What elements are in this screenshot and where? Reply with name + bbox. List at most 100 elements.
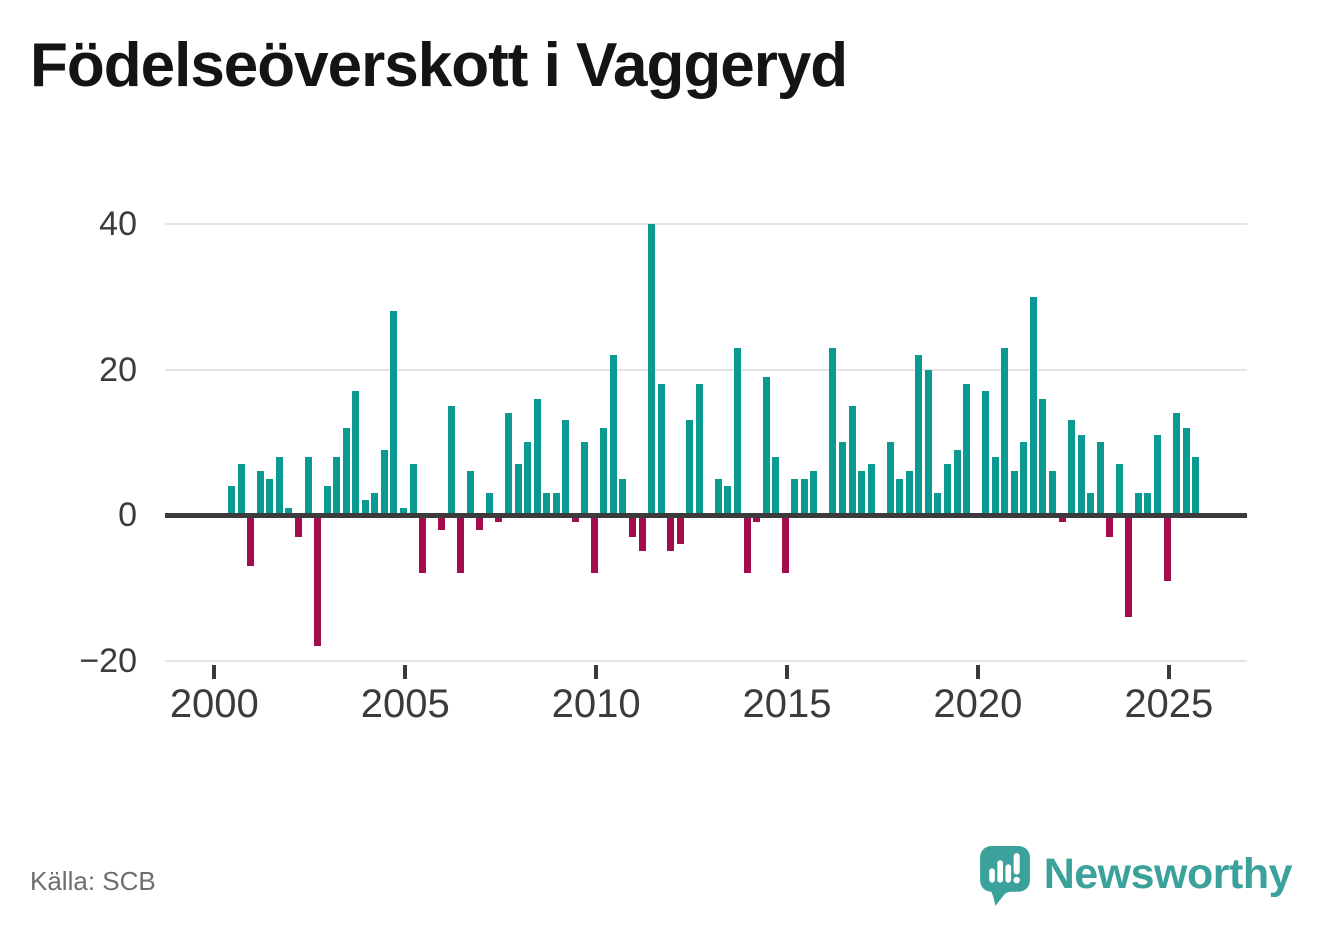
gridline-y40 — [165, 223, 1247, 225]
bar-2016-Q3 — [848, 405, 856, 515]
bar-2007-Q4 — [514, 464, 522, 515]
newsworthy-logo-icon — [979, 846, 1030, 906]
source-label: Källa: SCB — [30, 866, 156, 896]
bar-2002-Q3 — [314, 515, 321, 646]
bar-2010-Q3 — [619, 478, 627, 515]
bar-2005-Q2 — [419, 515, 426, 574]
bar-2016-Q4 — [858, 471, 866, 516]
bar-2006-Q4 — [476, 515, 484, 530]
bar-2018-Q2 — [915, 354, 923, 515]
gridline-y-20 — [165, 659, 1247, 662]
bar-2017-Q4 — [896, 478, 904, 515]
bar-2010-Q1 — [600, 427, 608, 515]
bar-2002-Q1 — [294, 515, 302, 537]
bar-2013-Q4 — [743, 515, 751, 574]
bar-2007-Q2 — [495, 515, 503, 523]
newsworthy-logo: Newsworthy — [979, 846, 1293, 910]
bar-2014-Q4 — [781, 515, 789, 574]
bar-2025-Q1 — [1173, 413, 1181, 515]
bar-chart-plot-area: 40 20 0 −20 2000 2005 2010 2015 2020 2025 — [79, 207, 1247, 726]
bar-2006-Q2 — [457, 515, 465, 574]
bar-2018-Q3 — [924, 369, 932, 515]
bar-2022-Q3 — [1077, 435, 1085, 515]
bar-2011-Q2 — [648, 224, 656, 515]
bar-2024-Q4 — [1163, 515, 1171, 581]
y-tick-label--20: −20 — [79, 641, 137, 680]
bar-2008-Q2 — [533, 398, 541, 515]
x-tick-mark-2010 — [594, 665, 599, 679]
bar-2001-Q4 — [285, 507, 293, 515]
bar-2007-Q1 — [485, 493, 493, 515]
bar-2017-Q1 — [867, 464, 875, 515]
bar-2011-Q1 — [638, 515, 646, 552]
bar-2003-Q3 — [352, 391, 360, 515]
x-tick-label-2020: 2020 — [933, 682, 1023, 726]
x-tick-mark-2020 — [975, 665, 980, 679]
bar-2012-Q1 — [676, 515, 684, 545]
bar-2014-Q3 — [772, 456, 780, 515]
bar-2005-Q4 — [438, 515, 446, 530]
bar-2008-Q3 — [543, 493, 551, 515]
bar-2020-Q3 — [1001, 347, 1009, 515]
bar-2025-Q3 — [1192, 456, 1200, 515]
bar-2019-Q1 — [944, 464, 951, 515]
bar-2020-Q1 — [982, 391, 990, 515]
bar-2013-Q3 — [734, 347, 741, 515]
bar-2002-Q2 — [304, 456, 312, 515]
bar-2009-Q3 — [581, 442, 589, 516]
bar-2022-Q4 — [1087, 493, 1095, 515]
bar-2014-Q2 — [762, 376, 770, 515]
bar-2015-Q1 — [791, 478, 799, 515]
bar-2023-Q2 — [1106, 515, 1114, 537]
x-tick-label-2010: 2010 — [551, 682, 641, 726]
bar-2006-Q1 — [447, 405, 455, 515]
bar-2019-Q2 — [953, 449, 961, 515]
bar-2025-Q2 — [1182, 427, 1190, 515]
bar-2021-Q1 — [1020, 442, 1028, 516]
bar-2024-Q2 — [1144, 493, 1152, 515]
x-tick-mark-2025 — [1166, 665, 1171, 679]
bar-2024-Q1 — [1134, 493, 1142, 515]
newsworthy-wordmark: Newsworthy — [1043, 850, 1293, 898]
bar-2020-Q2 — [991, 456, 999, 515]
bar-2012-Q3 — [695, 384, 703, 515]
bar-2021-Q3 — [1039, 398, 1047, 515]
x-tick-mark-2000 — [212, 665, 217, 679]
bar-2017-Q3 — [886, 442, 894, 516]
bar-2018-Q1 — [905, 471, 913, 516]
bar-2023-Q3 — [1115, 464, 1123, 515]
bar-2010-Q4 — [629, 515, 636, 537]
bar-2011-Q4 — [667, 515, 675, 552]
x-tick-label-2005: 2005 — [360, 682, 450, 726]
bar-2007-Q3 — [504, 413, 512, 515]
bar-2014-Q1 — [753, 515, 761, 523]
bar-2019-Q3 — [963, 384, 971, 515]
y-tick-label-0: 0 — [118, 496, 137, 534]
bar-2009-Q1 — [562, 420, 570, 515]
bar-2008-Q4 — [552, 493, 560, 515]
bar-2004-Q1 — [371, 493, 379, 515]
bar-2000-Q2 — [228, 485, 236, 515]
bar-2004-Q2 — [380, 449, 388, 515]
bar-2018-Q4 — [934, 493, 942, 515]
bar-2008-Q1 — [524, 442, 531, 516]
bar-2016-Q2 — [839, 442, 846, 516]
bar-2009-Q4 — [590, 515, 598, 574]
bar-2015-Q2 — [800, 478, 808, 515]
bar-2012-Q2 — [686, 420, 694, 515]
bar-2003-Q1 — [333, 456, 341, 515]
zero-baseline — [165, 512, 1247, 518]
bar-2006-Q3 — [466, 471, 474, 516]
bar-2003-Q4 — [361, 500, 369, 515]
bar-2009-Q2 — [571, 515, 579, 523]
bar-2021-Q2 — [1029, 296, 1037, 516]
bar-2011-Q3 — [657, 384, 665, 515]
bar-2022-Q1 — [1058, 515, 1066, 523]
bar-2020-Q4 — [1010, 471, 1018, 516]
gridline-y20 — [165, 368, 1247, 371]
bar-2022-Q2 — [1068, 420, 1076, 515]
x-tick-label-2000: 2000 — [169, 682, 259, 726]
bar-2000-Q4 — [247, 515, 255, 566]
bar-2001-Q3 — [275, 456, 283, 515]
